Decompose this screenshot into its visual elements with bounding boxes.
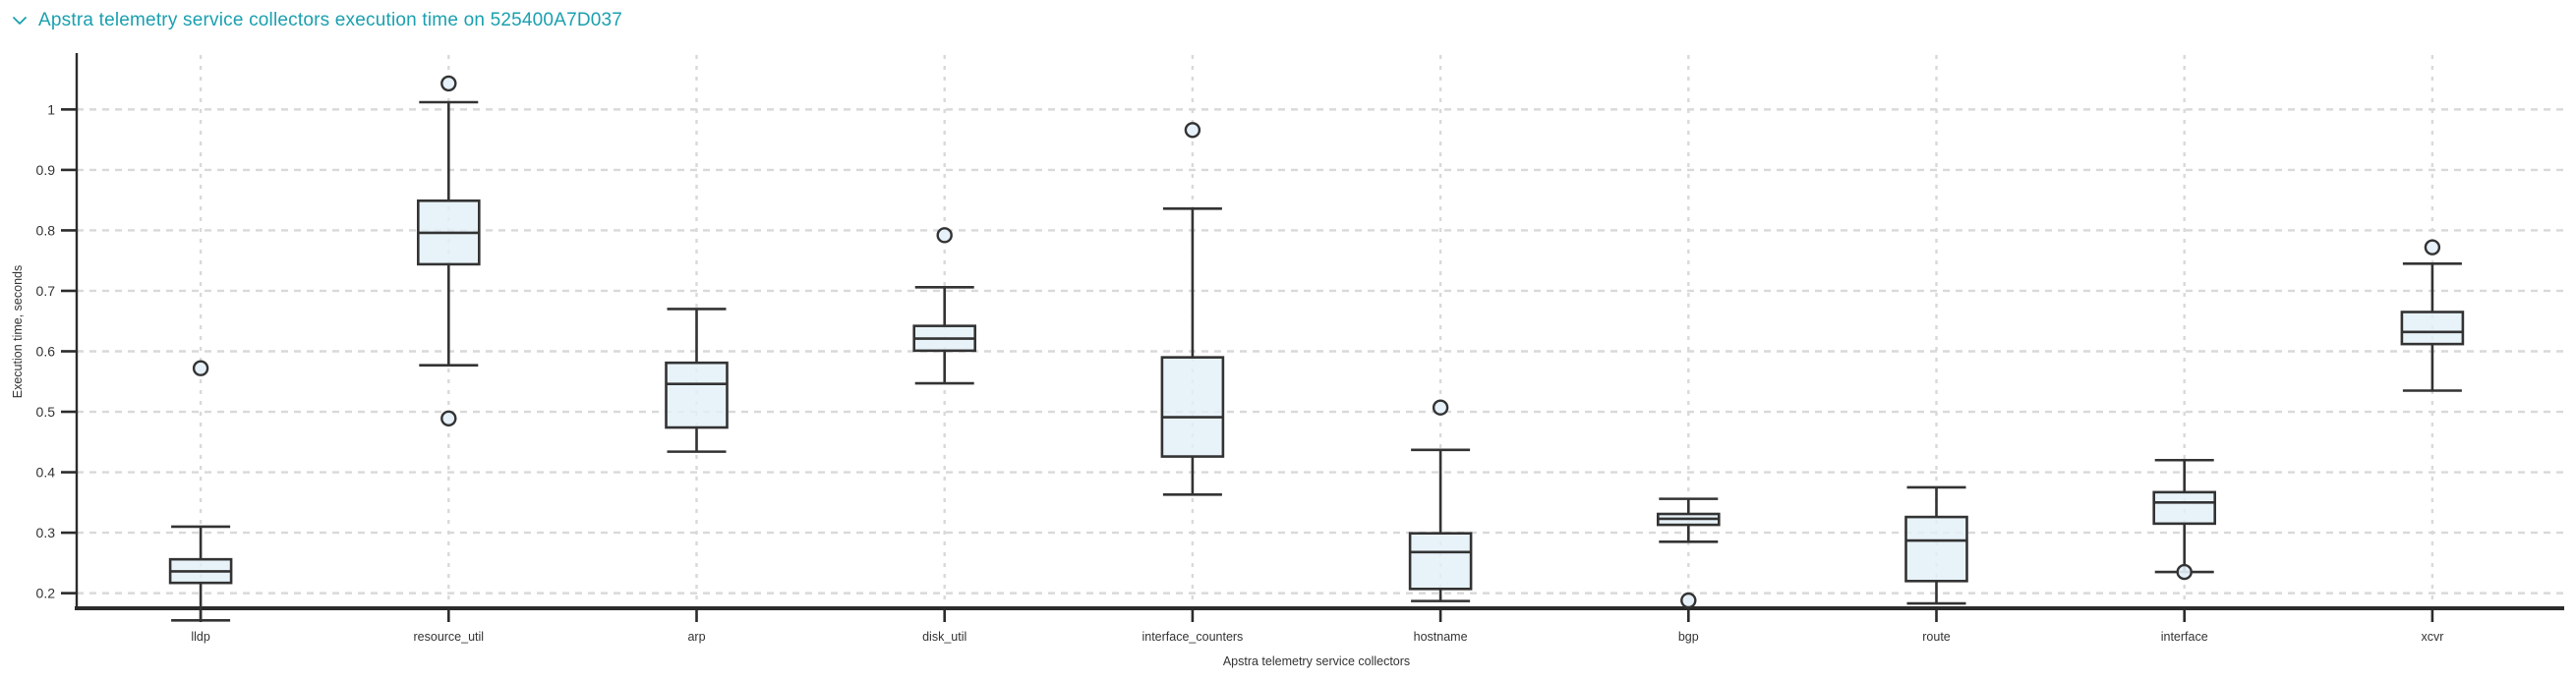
- boxplot-bgp: [1657, 497, 1721, 609]
- x-tick-label: disk_util: [922, 630, 966, 644]
- svg-text:1: 1: [47, 101, 55, 117]
- x-tick-label: resource_util: [414, 630, 485, 644]
- x-tick-label: interface: [2161, 630, 2208, 644]
- x-tick-label: arp: [687, 630, 705, 644]
- panel-header: Apstra telemetry service collectors exec…: [12, 10, 622, 31]
- chevron-down-icon[interactable]: [12, 13, 28, 28]
- outlier-point: [936, 227, 953, 244]
- outlier-point: [440, 75, 457, 92]
- outlier-point: [1184, 122, 1201, 139]
- boxplot-hostname: [1408, 399, 1473, 602]
- boxplot-interface: [2152, 458, 2216, 581]
- x-tick-label: lldp: [191, 630, 210, 644]
- svg-text:0.7: 0.7: [36, 283, 56, 299]
- svg-text:0.2: 0.2: [36, 586, 56, 601]
- axes: 0.2 0.3 0.4 0.5 0.6 0.7 0.8 0.9 1 lldp resource_ut…: [36, 53, 2564, 644]
- svg-text:0.6: 0.6: [36, 343, 56, 359]
- boxplot-xcvr: [2400, 239, 2465, 392]
- boxplot-disk_util: [912, 227, 977, 385]
- svg-text:0.9: 0.9: [36, 162, 56, 178]
- x-tick-label: xcvr: [2421, 630, 2443, 644]
- svg-text:0.5: 0.5: [36, 404, 56, 420]
- y-axis-title: Execution time, seconds: [11, 265, 25, 399]
- x-tick-label: route: [1922, 630, 1951, 644]
- outlier-point: [192, 360, 209, 376]
- outlier-point: [440, 410, 457, 426]
- boxplot-resource_util: [416, 75, 481, 426]
- outlier-point: [1432, 399, 1449, 416]
- boxplot-interface_counters: [1160, 122, 1225, 496]
- x-tick-label: interface_counters: [1142, 630, 1243, 644]
- boxplot-route: [1904, 485, 1968, 605]
- svg-text:0.3: 0.3: [36, 525, 56, 540]
- svg-text:0.4: 0.4: [36, 465, 56, 481]
- svg-text:0.8: 0.8: [36, 222, 56, 238]
- x-tick-label: bgp: [1678, 630, 1699, 644]
- boxplot-lldp: [168, 360, 233, 622]
- gridlines: [77, 55, 2564, 608]
- boxplot-arp: [665, 308, 729, 453]
- x-tick-label: hostname: [1414, 630, 1468, 644]
- panel-title[interactable]: Apstra telemetry service collectors exec…: [38, 10, 623, 30]
- outlier-point: [1680, 592, 1697, 609]
- outlier-point: [2424, 239, 2441, 255]
- x-axis-title: Apstra telemetry service collectors: [1223, 654, 1410, 668]
- outlier-point: [2176, 563, 2193, 581]
